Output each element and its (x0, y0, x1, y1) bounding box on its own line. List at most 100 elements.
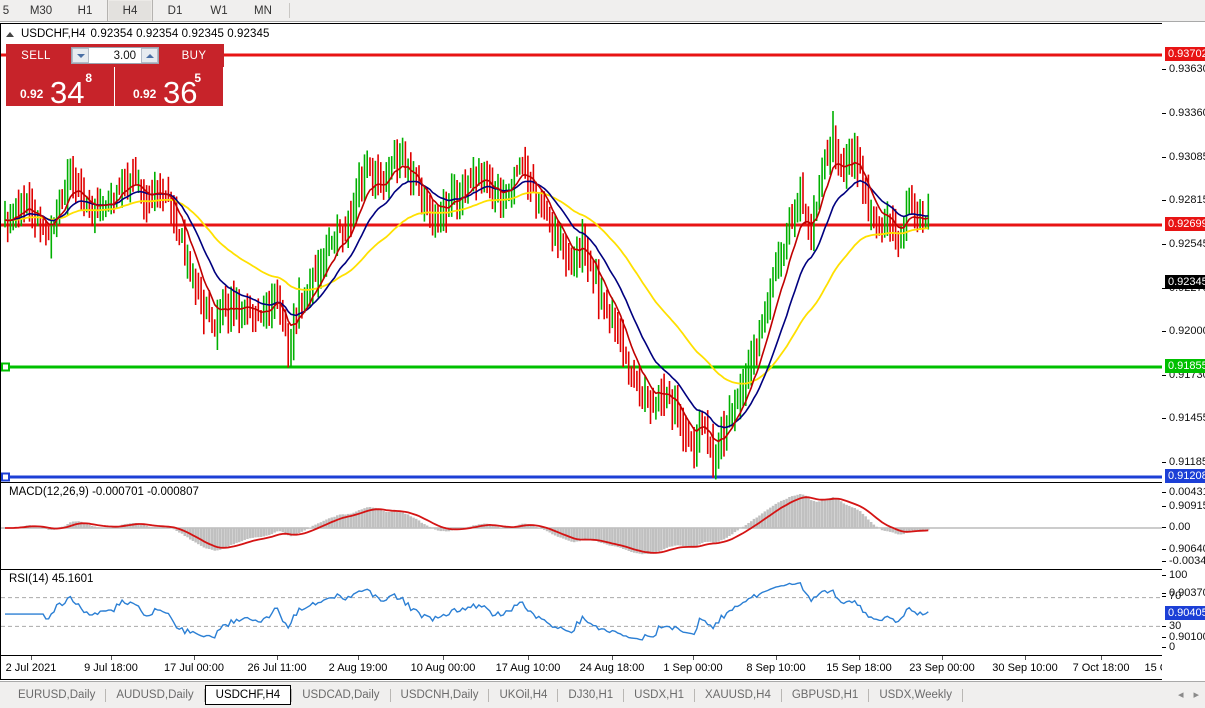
chart-ohlc-values: 0.92354 0.92354 0.92345 0.92345 (91, 28, 270, 40)
rsi-axis-tick (1162, 626, 1166, 627)
ask-price-display[interactable]: 0.92 36 5 (115, 67, 223, 106)
date-axis-tick (859, 656, 860, 660)
price-axis[interactable]: 0.936300.933600.930850.928150.925450.922… (1162, 23, 1205, 680)
price-axis-tick (1162, 637, 1166, 638)
chart-tab-usdx-weekly[interactable]: USDX,Weekly (869, 685, 962, 705)
date-axis-label: 1 Sep 00:00 (663, 662, 722, 674)
chart-tab-eurusd-daily[interactable]: EURUSD,Daily (8, 685, 105, 705)
chart-tab-dj30-h1[interactable]: DJ30,H1 (558, 685, 623, 705)
timeframe-h4[interactable]: H4 (107, 0, 153, 21)
rsi-axis-label: 100 (1169, 569, 1187, 581)
bid-price-prefix: 0.92 (20, 87, 43, 101)
date-axis-label: 2 Aug 19:00 (329, 662, 388, 674)
date-axis-tick (942, 656, 943, 660)
trade-panel-quotes-row: 0.92 34 8 0.92 36 5 (6, 67, 224, 106)
rsi-axis-label: 70 (1169, 590, 1181, 602)
rsi-axis-tick (1162, 575, 1166, 576)
price-level-badge[interactable]: 0.92699 (1165, 217, 1205, 231)
volume-control: 3.00 (66, 44, 164, 67)
date-axis-label: 2 Jul 2021 (6, 662, 57, 674)
price-axis-tick (1162, 69, 1166, 70)
rsi-axis-label: 30 (1169, 620, 1181, 632)
volume-input[interactable]: 3.00 (89, 50, 141, 62)
price-axis-label: 0.92815 (1169, 194, 1205, 206)
timeframe-mn[interactable]: MN (241, 0, 285, 21)
chart-tab-gbpusd-h1[interactable]: GBPUSD,H1 (782, 685, 868, 705)
chart-tab-usdx-h1[interactable]: USDX,H1 (624, 685, 694, 705)
rsi-axis-tick (1162, 596, 1166, 597)
rsi-chart (1, 570, 1162, 655)
date-axis-label: 30 Sep 10:00 (992, 662, 1057, 674)
toolbar-separator (289, 3, 290, 18)
volume-decrease-button[interactable] (72, 48, 89, 63)
price-axis-tick (1162, 506, 1166, 507)
timeframe-h1[interactable]: H1 (63, 0, 107, 21)
rsi-axis-tick (1162, 647, 1166, 648)
bid-price-main: 34 (50, 77, 84, 108)
volume-increase-button[interactable] (141, 48, 158, 63)
volume-stepper[interactable]: 3.00 (71, 47, 159, 64)
price-axis-label: 0.90640 (1169, 543, 1205, 555)
macd-axis-label: 0.00 (1169, 521, 1190, 533)
price-axis-tick (1162, 375, 1166, 376)
price-axis-label: 0.91185 (1169, 456, 1205, 468)
one-click-trading-panel[interactable]: SELL 3.00 BUY 0.92 34 8 0.92 36 5 (6, 44, 224, 106)
date-axis-label: 23 Sep 00:00 (909, 662, 974, 674)
tab-separator (962, 689, 963, 702)
timeframe-5[interactable]: 5 (0, 0, 19, 21)
collapse-triangle-icon[interactable] (6, 32, 14, 37)
timeframe-d1[interactable]: D1 (153, 0, 197, 21)
timeframe-w1[interactable]: W1 (197, 0, 241, 21)
price-axis-tick (1162, 331, 1166, 332)
tab-scroll-right-icon[interactable]: ▸ (1193, 688, 1199, 701)
macd-label: MACD(12,26,9) -0.000701 -0.000807 (7, 486, 201, 498)
timeframe-m30[interactable]: M30 (19, 0, 63, 21)
price-level-badge[interactable]: 0.91208 (1165, 469, 1205, 483)
bid-price-display[interactable]: 0.92 34 8 (6, 67, 115, 106)
chart-frame: MACD(12,26,9) -0.000701 -0.000807 RSI(14… (0, 23, 1163, 680)
price-axis-tick (1162, 157, 1166, 158)
price-axis-tick (1162, 549, 1166, 550)
price-level-badge[interactable]: 0.93702 (1165, 47, 1205, 61)
date-axis-label: 17 Jul 00:00 (164, 662, 224, 674)
chart-tab-ukoil-h4[interactable]: UKOil,H4 (489, 685, 557, 705)
date-axis-label: 9 Jul 18:00 (84, 662, 138, 674)
price-axis-tick (1162, 418, 1166, 419)
date-axis-tick (277, 656, 278, 660)
date-axis-tick (528, 656, 529, 660)
chart-tab-audusd-daily[interactable]: AUDUSD,Daily (106, 685, 203, 705)
chart-tab-usdcnh-daily[interactable]: USDCNH,Daily (391, 685, 489, 705)
price-axis-label: 0.92545 (1169, 238, 1205, 250)
bid-price-fraction: 8 (85, 71, 92, 85)
chart-tab-xauusd-h4[interactable]: XAUUSD,H4 (695, 685, 781, 705)
price-axis-tick (1162, 200, 1166, 201)
rsi-label: RSI(14) 45.1601 (7, 573, 95, 585)
date-axis-label: 10 Aug 00:00 (411, 662, 476, 674)
buy-button[interactable]: BUY (164, 44, 224, 67)
chart-tab-usdcad-daily[interactable]: USDCAD,Daily (292, 685, 389, 705)
tab-scroll-left-icon[interactable]: ◂ (1178, 688, 1184, 701)
date-axis-tick (31, 656, 32, 660)
macd-axis-label: -0.00340 (1169, 555, 1205, 567)
price-axis-tick (1162, 462, 1166, 463)
price-axis-tick (1162, 113, 1166, 114)
price-axis-label: 0.91455 (1169, 412, 1205, 424)
sell-button[interactable]: SELL (6, 44, 66, 67)
price-axis-label: 0.92000 (1169, 325, 1205, 337)
date-axis-tick (776, 656, 777, 660)
price-level-badge[interactable]: 0.90405 (1165, 606, 1205, 620)
date-axis-tick (1101, 656, 1102, 660)
macd-pane[interactable]: MACD(12,26,9) -0.000701 -0.000807 (1, 482, 1162, 569)
price-level-badge[interactable]: 0.91855 (1165, 359, 1205, 373)
rsi-axis-label: 0 (1169, 641, 1175, 653)
chart-tab-usdchf-h4[interactable]: USDCHF,H4 (205, 685, 292, 705)
price-level-badge[interactable]: 0.92345 (1165, 275, 1205, 289)
rsi-pane[interactable]: RSI(14) 45.1601 (1, 569, 1162, 655)
tab-scroll-controls: ◂ ▸ (1178, 688, 1199, 701)
